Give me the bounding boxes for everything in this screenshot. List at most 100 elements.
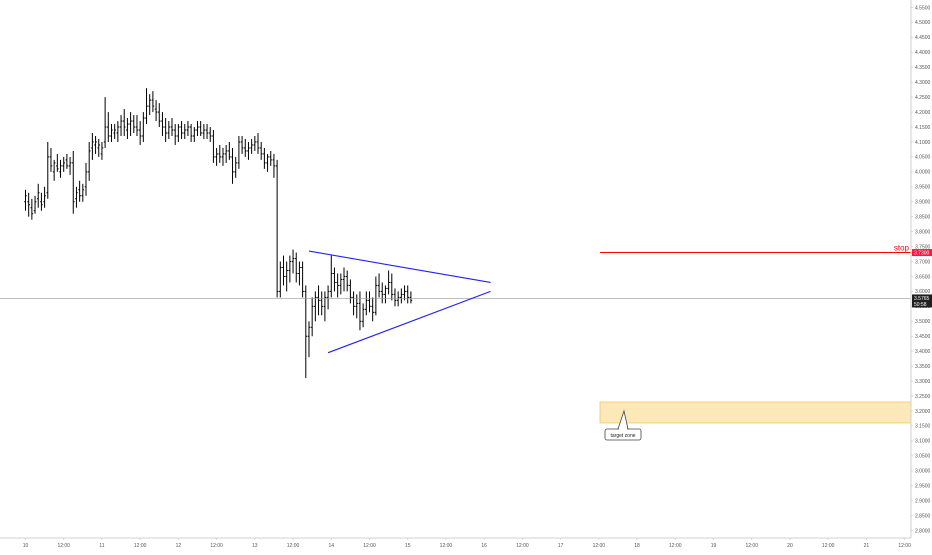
y-tick-label: 3.5000 [915,319,931,325]
ohlc-bar [403,285,406,301]
last-price-badge-bg [912,294,932,308]
ohlc-bar [91,133,94,160]
ohlc-bar [103,97,107,148]
y-tick-label: 3.1000 [915,439,931,445]
y-tick-label: 3.7000 [915,259,931,265]
ohlc-bar [56,153,59,172]
y-tick-label: 3.3500 [915,364,931,370]
ohlc-bar [228,141,231,160]
ohlc-bar [361,303,365,328]
ohlc-bar [173,124,177,145]
ohlc-bar [374,276,378,316]
triangle-upper-line [308,250,491,283]
ohlc-bar [46,141,50,199]
y-tick-label: 4.4000 [915,50,931,56]
y-tick-label: 3.8000 [915,229,931,235]
y-tick-label: 4.0500 [915,155,931,161]
ohlc-bar [326,285,330,310]
ohlc-bar [243,138,247,157]
ohlc-bar [247,141,250,160]
ohlc-bar [263,147,266,169]
x-tick-label: 12:00 [822,543,835,549]
x-tick-label: 12:00 [134,543,147,549]
ohlc-bar [275,159,279,298]
ohlc-bar [349,279,352,304]
ohlc-bar [342,267,346,292]
x-tick-label: 12:00 [516,543,529,549]
ohlc-bar [279,261,282,298]
x-tick-label: 13 [252,543,258,549]
ohlc-bar [234,156,238,178]
ohlc-bar [199,121,202,136]
ohlc-bar [294,252,298,283]
ohlc-bar [180,121,183,139]
ohlc-bar [314,291,317,322]
ohlc-bar [65,153,69,169]
ohlc-bar [240,135,244,154]
x-tick-label: 10 [23,543,29,549]
triangle-lower-line [327,290,491,354]
ohlc-bar [301,261,304,298]
x-tick-label: 12:00 [898,543,911,549]
ohlc-bar [33,195,37,214]
ohlc-bar [27,192,30,217]
ohlc-bar [157,103,161,128]
y-tick-label: 4.3500 [915,65,931,71]
ohlc-bar [329,255,333,298]
ohlc-bar [221,147,225,166]
y-tick-label: 3.0500 [915,454,931,460]
ohlc-bar [355,294,359,319]
ohlc-bar [345,270,349,292]
y-tick-label: 4.0000 [915,170,931,176]
y-tick-label: 3.1500 [915,424,931,430]
ohlc-bar [231,147,234,184]
y-tick-label: 3.9500 [915,185,931,191]
stop-badge-value: 3.7300 [914,250,930,256]
y-tick-label: 3.6000 [915,289,931,295]
ohlc-bar [393,288,397,307]
ohlc-bar [81,183,85,202]
ohlc-bar [59,159,62,178]
last-price-badge-countdown: 50:58 [914,302,927,308]
ohlc-bar [307,321,311,358]
ohlc-bar [250,138,253,154]
ohlc-bar [266,153,269,172]
ohlc-bar [237,135,241,169]
target-zone-label: target zone [610,433,635,439]
ohlc-bar [304,285,308,379]
y-tick-label: 3.2000 [915,409,931,415]
ohlc-bar [126,118,129,139]
y-tick-label: 4.3000 [915,80,931,86]
x-tick-label: 12:00 [440,543,453,549]
y-tick-label: 3.7500 [915,244,931,250]
ohlc-bar [24,189,27,211]
ohlc-bar [132,115,136,134]
ohlc-bar [208,127,212,142]
x-tick-label: 12:00 [210,543,223,549]
ohlc-bar [310,297,314,337]
x-tick-label: 12 [176,543,182,549]
y-tick-label: 3.8500 [915,214,931,220]
ohlc-bar [358,291,362,331]
x-tick-label: 12:00 [363,543,376,549]
ohlc-bar [384,285,387,304]
ohlc-bar [365,291,368,316]
ohlc-bar [253,135,257,151]
ohlc-bar [333,267,336,292]
ohlc-bar [193,127,196,142]
ohlc-bar [368,291,371,313]
ohlc-bar [135,115,139,136]
ohlc-bar [406,285,410,304]
ohlc-bar [285,261,288,292]
y-tick-label: 4.2500 [915,95,931,101]
ohlc-bar [75,186,78,208]
ohlc-bar [68,156,72,175]
y-tick-label: 3.3000 [915,379,931,385]
ohlc-bar [107,112,110,142]
ohlc-bar [94,135,97,154]
ohlc-bar [177,124,180,142]
last-price-badge-value: 3.5765 [914,296,930,302]
